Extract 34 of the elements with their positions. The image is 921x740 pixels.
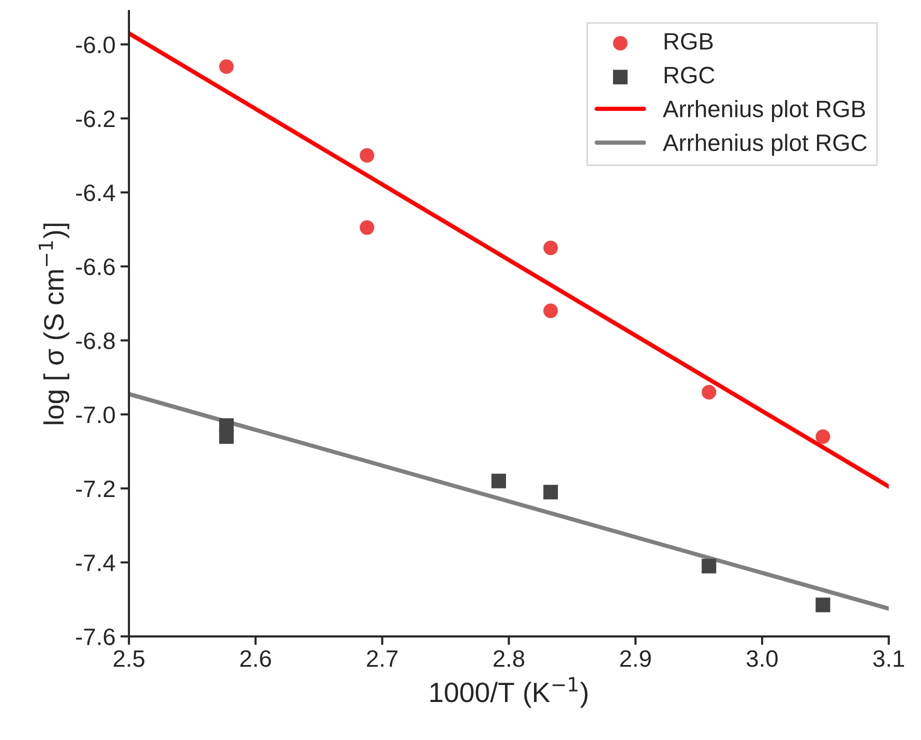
y-tick-label: -7.2 [76, 480, 115, 497]
point [543, 304, 558, 318]
x-tick-label: 2.8 [494, 650, 524, 667]
point [360, 220, 374, 235]
point [816, 429, 830, 444]
y-tick-label: -6.8 [76, 332, 115, 350]
legend-label: RGB [664, 32, 713, 50]
y-tick-label: -6.0 [76, 36, 115, 54]
legend-label: Arrhenius plot RGB [662, 100, 865, 122]
x-tick-label: 2.6 [240, 650, 271, 667]
point [543, 240, 558, 256]
y-tick-label: -6.2 [76, 110, 115, 128]
point [816, 598, 830, 612]
legend-label: Arrhenius plot RGC [662, 134, 867, 156]
x-tick-label: 2.5 [114, 650, 144, 667]
point [702, 384, 716, 400]
point [219, 59, 234, 74]
y-tick-label: -7.4 [76, 554, 116, 571]
point [491, 474, 506, 488]
x-tick-label: 3.0 [746, 650, 778, 667]
point [543, 484, 558, 500]
point [702, 558, 716, 574]
point [360, 148, 374, 163]
y-tick-label: -6.6 [76, 258, 115, 276]
x-tick-label: 3.1 [873, 650, 904, 667]
y-tick-label: -7.0 [76, 406, 115, 424]
y-axis-title: log [ σ (S cm$^{−1}$)] [38, 224, 70, 424]
y-tick-label: -7.6 [76, 628, 115, 646]
y-tick-label: -6.4 [76, 184, 116, 202]
legend-label: RGC [664, 66, 714, 84]
x-tick-label: 2.9 [620, 650, 651, 667]
x-axis-title: 1000/T (K$^{−1}$) [430, 677, 588, 708]
point [219, 429, 234, 444]
x-tick-label: 2.7 [366, 650, 398, 667]
